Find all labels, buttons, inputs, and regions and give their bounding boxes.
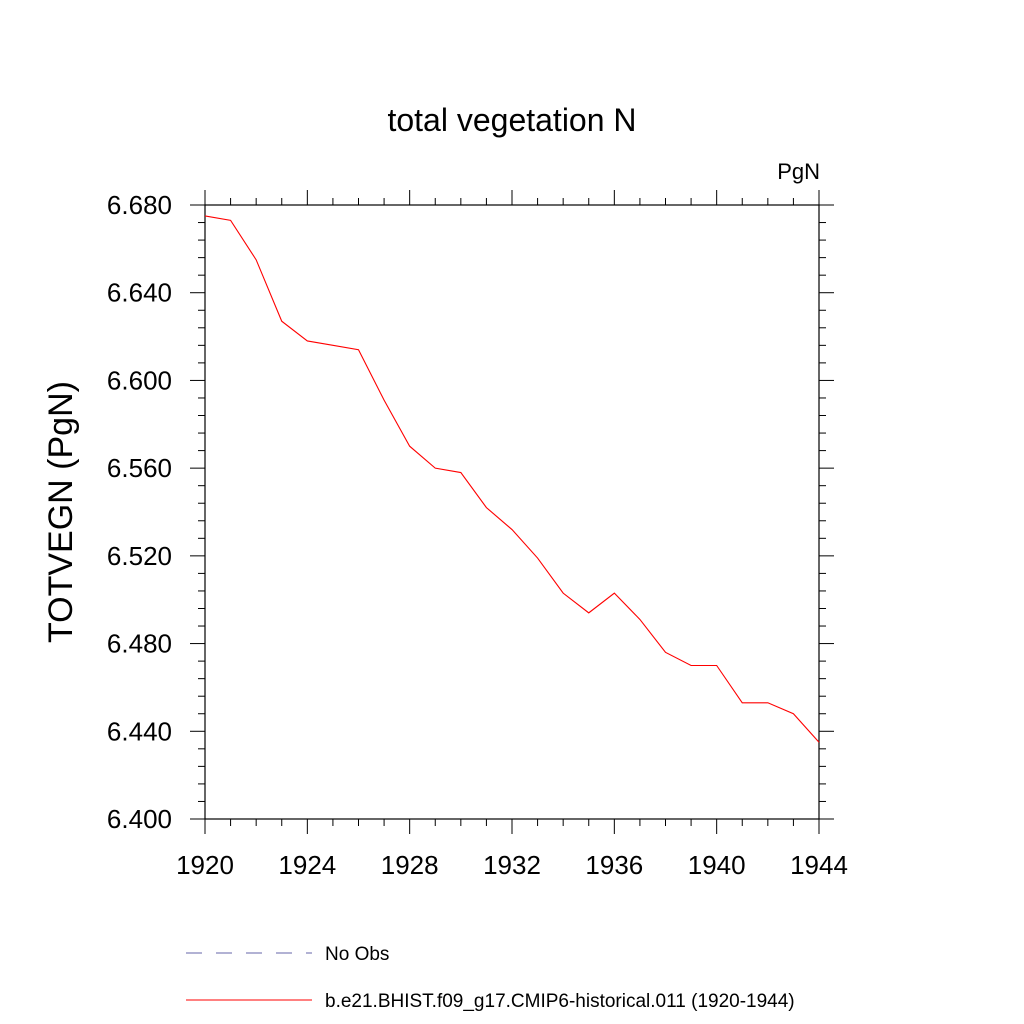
y-tick-labels: 6.400 6.440 6.480 6.520 6.560 6.600 6.640 6.680 (107, 190, 172, 834)
legend-label: No Obs (325, 944, 389, 965)
y-tick-label: 6.400 (107, 804, 172, 834)
x-tick-label: 1924 (278, 850, 336, 880)
y-axis-label: TOTVEGN (PgN) (42, 381, 80, 643)
x-tick-label: 1936 (585, 850, 643, 880)
series-line (204, 215, 820, 743)
axis-ticks (190, 190, 834, 834)
legend: No Obs b.e21.BHIST.f09_g17.CMIP6-historic… (186, 944, 795, 1012)
x-tick-label: 1932 (483, 850, 541, 880)
x-tick-label: 1928 (381, 850, 439, 880)
x-tick-label: 1944 (790, 850, 848, 880)
plot-frame (204, 204, 820, 820)
y-tick-label: 6.440 (107, 716, 172, 746)
y-tick-label: 6.480 (107, 629, 172, 659)
series-lines (204, 215, 820, 743)
unit-label: PgN (777, 159, 820, 184)
x-tick-label: 1920 (176, 850, 234, 880)
y-tick-label: 6.640 (107, 278, 172, 308)
x-tick-labels: 1920 1924 1928 1932 1936 1940 1944 (176, 850, 848, 880)
y-tick-label: 6.520 (107, 541, 172, 571)
legend-label: b.e21.BHIST.f09_g17.CMIP6-historical.011… (325, 991, 795, 1012)
y-tick-label: 6.600 (107, 365, 172, 395)
y-tick-label: 6.680 (107, 190, 172, 220)
x-tick-label: 1940 (688, 850, 746, 880)
y-tick-label: 6.560 (107, 453, 172, 483)
chart-title: total vegetation N (387, 102, 636, 138)
